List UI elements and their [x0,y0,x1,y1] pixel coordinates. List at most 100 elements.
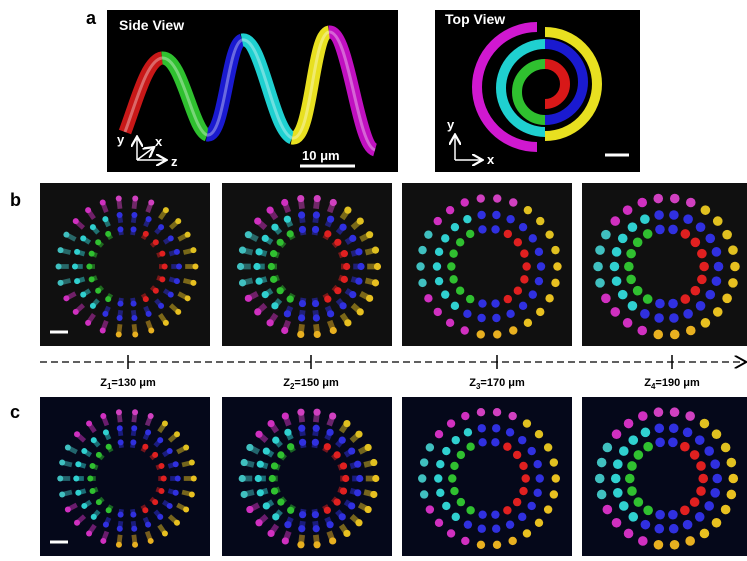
cell [297,541,304,548]
cell [167,448,173,454]
cell [254,308,261,315]
cell [272,437,279,444]
cell [612,276,622,286]
cell [145,429,151,435]
cell [334,499,341,506]
cell [313,314,320,321]
cell [551,246,559,254]
cell [271,302,278,309]
cell [610,262,620,272]
cell [628,512,638,522]
cell [535,248,543,256]
cell [680,442,690,452]
cell [262,235,269,242]
cell [618,290,628,300]
cell [72,264,78,270]
cell [433,262,441,270]
cell [267,319,274,326]
cell [191,476,197,482]
cell [416,262,424,270]
cell [655,438,665,448]
cell [267,530,274,537]
cell [713,216,723,226]
cell [450,487,458,495]
cell [105,231,111,237]
cell [691,237,701,247]
cell [701,318,711,328]
cell [728,278,738,288]
cell [254,218,261,225]
cell [506,520,514,528]
cell [183,507,189,513]
cell [655,225,665,235]
cell [348,447,355,454]
cell [324,443,331,450]
cell [643,294,653,304]
cell [619,501,629,511]
cell [158,303,164,309]
cell [239,475,246,482]
cell [683,520,693,530]
cell [81,503,87,509]
cell [148,413,154,419]
cell [523,419,531,427]
cell [477,194,485,202]
cell [313,541,320,548]
cell [339,302,346,309]
cell [493,408,501,416]
cell [132,409,138,415]
cell [536,308,544,316]
cell [633,237,643,247]
depth-value: =150 μm [294,377,339,389]
cell [85,320,91,326]
cell [456,287,464,295]
cell [603,505,613,515]
cell [372,279,379,286]
cell [699,262,709,272]
cell [330,327,337,334]
cell [696,301,706,311]
cell [610,216,620,226]
cell [89,463,95,469]
cell [449,249,457,257]
cell [461,326,469,334]
cell [349,291,356,298]
micrograph [222,183,392,346]
cell [183,444,189,450]
cell [518,436,526,444]
cell [158,224,164,230]
cell [185,295,191,301]
microscopy-images [40,183,747,556]
cell [537,262,545,270]
cell [509,198,517,206]
cell [175,309,181,315]
cell [492,211,500,219]
cell [116,409,122,415]
cell [696,222,706,232]
cell [262,291,269,298]
cell [102,216,108,222]
cell [457,451,465,459]
cell [148,199,154,205]
cell [297,331,304,338]
cell [270,276,277,283]
cell [90,224,96,230]
cell [655,299,665,309]
cell [506,310,514,318]
cell [175,218,181,224]
cell [324,230,331,237]
cell [340,487,347,494]
cell [435,248,443,256]
cell [535,430,543,438]
cell [324,507,331,514]
cell [461,412,469,420]
cell [241,491,248,498]
cell [65,444,71,450]
cell [95,288,101,294]
cell [669,210,679,220]
cell [374,263,381,270]
cell [654,524,664,534]
cell [117,301,123,307]
cell [253,263,260,270]
cell [712,474,722,484]
